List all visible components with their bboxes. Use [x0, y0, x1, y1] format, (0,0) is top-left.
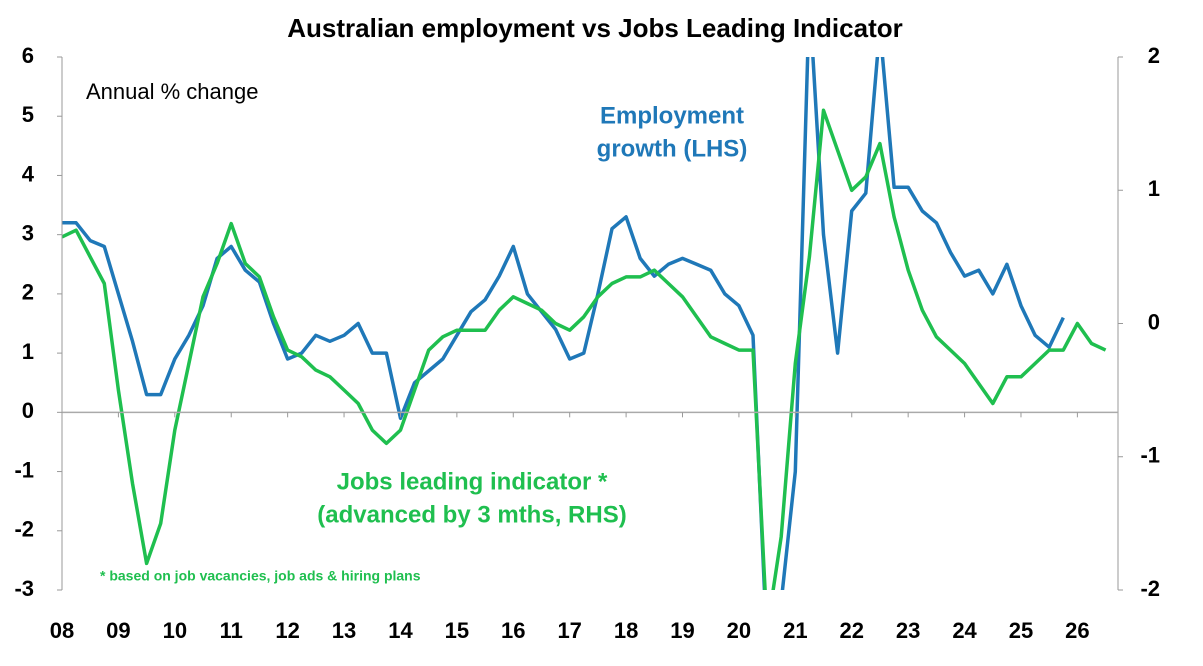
x-tick-label: 11 — [220, 618, 243, 643]
chart-title: Australian employment vs Jobs Leading In… — [287, 13, 902, 43]
x-tick-label: 24 — [952, 618, 977, 643]
plot-area — [62, 57, 1107, 590]
y-tick-label: 2 — [22, 280, 34, 305]
x-tick-label: 12 — [275, 618, 299, 643]
x-tick-label: 20 — [727, 618, 751, 643]
x-tick-label: 10 — [163, 618, 187, 643]
x-tick-label: 17 — [557, 618, 581, 643]
y2-tick-label: -2 — [1140, 576, 1160, 601]
y-tick-label: -1 — [14, 457, 34, 482]
footnote: * based on job vacancies, job ads & hiri… — [100, 568, 421, 584]
indicator-label: (advanced by 3 mths, RHS) — [317, 501, 626, 528]
x-tick-label: 14 — [388, 618, 413, 643]
data-line — [62, 57, 1065, 590]
x-tick-label: 15 — [445, 618, 469, 643]
y-tick-label: 5 — [22, 102, 34, 127]
x-tick-label: 25 — [1009, 618, 1033, 643]
employment-label: growth (LHS) — [597, 135, 748, 162]
indicator-label: Jobs leading indicator * — [337, 468, 608, 495]
y-tick-label: 0 — [22, 398, 34, 423]
data-line — [62, 108, 1107, 590]
x-tick-label: 18 — [614, 618, 638, 643]
units-note: Annual % change — [86, 79, 258, 104]
y2-tick-label: 2 — [1148, 43, 1160, 68]
x-tick-label: 16 — [501, 618, 525, 643]
x-tick-label: 08 — [50, 618, 74, 643]
y2-tick-label: 1 — [1148, 176, 1160, 201]
x-tick-label: 26 — [1065, 618, 1089, 643]
x-tick-label: 21 — [783, 618, 807, 643]
y-tick-label: 4 — [22, 161, 35, 186]
x-tick-label: 13 — [332, 618, 356, 643]
x-tick-label: 22 — [840, 618, 864, 643]
y2-tick-label: 0 — [1148, 309, 1160, 334]
x-tick-label: 23 — [896, 618, 920, 643]
y2-tick-label: -1 — [1140, 443, 1160, 468]
y-tick-label: -2 — [14, 517, 34, 542]
y-tick-label: -3 — [14, 576, 34, 601]
y-tick-label: 1 — [22, 339, 34, 364]
y-tick-label: 3 — [22, 220, 34, 245]
x-tick-label: 19 — [670, 618, 694, 643]
employment-label: Employment — [600, 102, 744, 129]
y-tick-label: 6 — [22, 43, 34, 68]
x-tick-label: 09 — [106, 618, 130, 643]
